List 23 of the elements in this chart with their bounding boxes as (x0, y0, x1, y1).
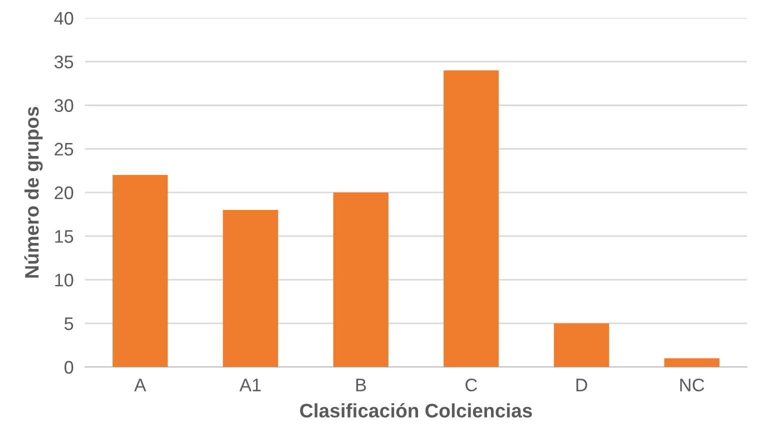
bar (664, 358, 720, 367)
x-tick-label: C (466, 378, 477, 392)
bar (554, 323, 610, 367)
y-tick-label: 5 (64, 317, 74, 330)
y-tick-label: 40 (54, 12, 74, 25)
x-tick-label: A1 (239, 378, 261, 392)
y-axis-title: Número de grupos (24, 106, 43, 278)
bar (222, 210, 278, 367)
x-tick-label: NC (680, 378, 704, 392)
bar (333, 192, 388, 367)
x-tick-label: B (356, 378, 366, 392)
y-tick-label: 10 (55, 274, 74, 286)
x-tick-label: A (134, 378, 146, 392)
y-tick-label: 15 (55, 230, 74, 243)
y-tick-label: 0 (64, 360, 74, 374)
bar (112, 175, 168, 367)
x-tick-label: D (576, 378, 588, 392)
y-tick-label: 30 (54, 99, 74, 112)
y-tick-label: 35 (54, 56, 74, 68)
y-tick-label: 20 (54, 186, 74, 200)
x-axis-title: Clasificación Colciencias (300, 403, 532, 418)
bar (444, 70, 499, 367)
y-tick-label: 25 (54, 142, 74, 156)
